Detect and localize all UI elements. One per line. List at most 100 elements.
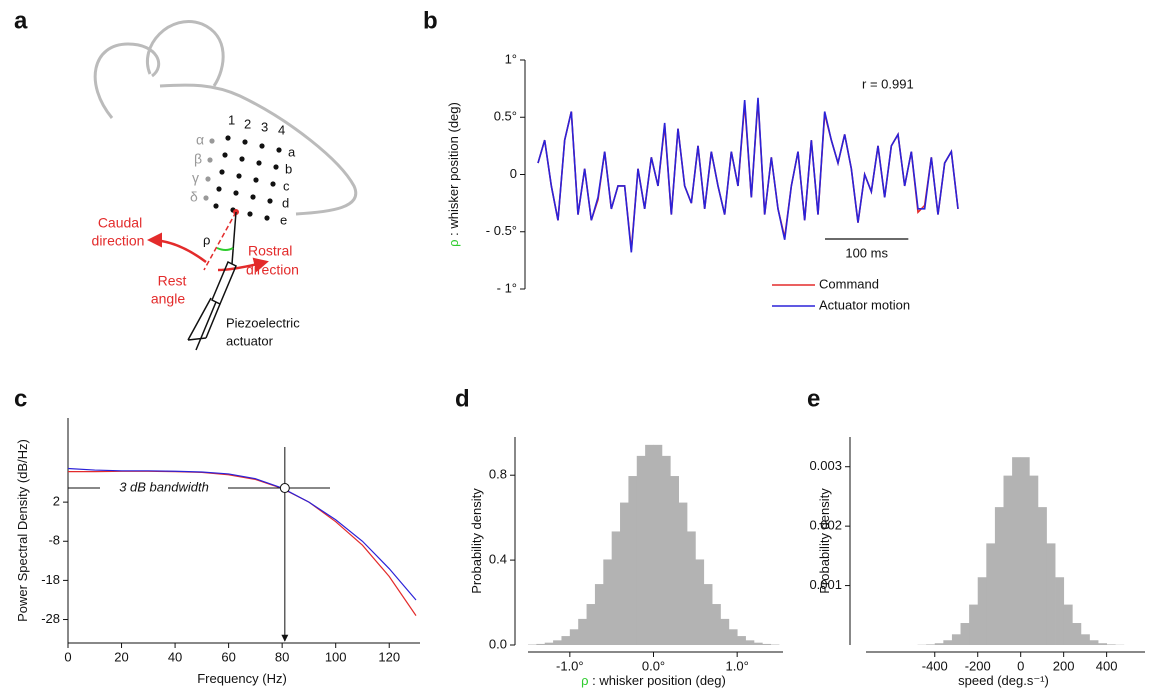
legend-label: Command xyxy=(819,276,879,291)
diagram: a 1 2 3 4 a b c d xyxy=(14,7,358,351)
x-tick-label: 40 xyxy=(168,649,182,664)
x-tick-label: 60 xyxy=(221,649,235,664)
y-tick-label: 0.001 xyxy=(809,577,842,592)
y-tick-label: 1° xyxy=(505,51,517,66)
histogram-bar xyxy=(1106,644,1116,645)
histogram-bar xyxy=(1089,640,1099,645)
histogram-bar xyxy=(1029,475,1039,645)
angle-arc xyxy=(216,247,234,251)
label-part: : whisker position (deg) xyxy=(589,673,726,688)
row-label: b xyxy=(285,161,292,176)
x-tick-label: 0.0° xyxy=(642,658,665,673)
histogram-bar xyxy=(1080,634,1090,645)
scale-bar-label: 100 ms xyxy=(845,245,888,260)
y-tick-label: 0.8 xyxy=(489,467,507,482)
histogram-bar xyxy=(536,643,546,645)
histogram-bar xyxy=(994,507,1004,645)
histogram-bar xyxy=(728,629,738,645)
x-axis-label: speed (deg.s⁻¹) xyxy=(958,673,1049,688)
label-part: ρ xyxy=(446,239,461,246)
histogram-bar xyxy=(695,559,705,645)
histogram-bar xyxy=(977,577,987,645)
histogram-bar xyxy=(960,623,970,645)
histogram-bar xyxy=(653,444,663,645)
histogram-bar xyxy=(934,643,944,645)
y-axis-label: Probability density xyxy=(469,488,484,594)
histogram-bar xyxy=(578,618,587,645)
actuator-label: Piezoelectric xyxy=(226,315,300,330)
histogram-bar xyxy=(720,618,730,645)
y-tick-label: -28 xyxy=(41,611,60,626)
histogram-bar xyxy=(594,584,604,645)
bandwidth-point xyxy=(279,483,290,494)
x-tick-label: 0 xyxy=(1017,658,1024,673)
histogram-bar xyxy=(943,640,953,645)
label-part: ρ xyxy=(581,673,588,688)
y-tick-label: 0.003 xyxy=(809,458,842,473)
caudal-arrow xyxy=(147,232,207,264)
rest-angle-line xyxy=(203,211,237,271)
histogram-bar xyxy=(1063,604,1073,645)
histogram-bar xyxy=(762,643,772,645)
panel-label: d xyxy=(455,385,470,412)
caudal-label: direction xyxy=(92,233,145,249)
x-tick-label: -400 xyxy=(922,658,948,673)
rho-label: ρ xyxy=(203,232,210,247)
row-label: e xyxy=(280,212,287,227)
histogram-bar xyxy=(1072,623,1082,645)
y-axis-label: Probability density xyxy=(817,488,832,594)
histogram-bar xyxy=(636,455,646,645)
y-axis-label: Power Spectral Density (dB/Hz) xyxy=(15,439,30,622)
rest-label: Rest xyxy=(158,273,187,289)
y-tick-label: - 0.5° xyxy=(486,223,517,238)
histogram-bar xyxy=(1020,457,1030,645)
rostral-arrow xyxy=(217,257,269,273)
y-tick-label: 0.5° xyxy=(494,109,517,124)
row-label: c xyxy=(283,178,290,193)
y-tick-label: -18 xyxy=(41,572,60,587)
label-part: Probability density xyxy=(469,488,484,594)
rest-label: angle xyxy=(151,291,185,307)
label-part: Probability density xyxy=(817,488,832,594)
histogram-bar xyxy=(703,584,713,645)
histogram-bar xyxy=(561,636,571,645)
histogram-bar xyxy=(737,636,746,645)
histogram-bar xyxy=(712,604,721,645)
x-axis-label: ρ : whisker position (deg) xyxy=(581,673,726,688)
histogram-bar xyxy=(926,644,936,645)
y-axis-label: ρ : whisker position (deg) xyxy=(446,102,461,247)
y-tick-label: 0.4 xyxy=(489,552,507,567)
whisker-dots xyxy=(213,135,282,221)
x-tick-label: 100 xyxy=(325,649,347,664)
caudal-label: Caudal xyxy=(98,215,142,231)
histogram-bar xyxy=(678,502,688,645)
y-tick-label: 0.0 xyxy=(489,636,507,651)
actuator-label: actuator xyxy=(226,333,274,348)
label-part: : whisker position (deg) xyxy=(446,102,461,239)
histogram-bar xyxy=(753,642,763,645)
histogram-bar xyxy=(1012,457,1022,645)
histogram-bar xyxy=(603,559,613,645)
x-tick-label: 20 xyxy=(114,649,128,664)
column-label: 1 xyxy=(228,112,235,127)
series-line xyxy=(67,467,417,601)
x-tick-label: 200 xyxy=(1053,658,1075,673)
greek-label: β xyxy=(194,151,202,167)
annotation: 3 dB bandwidth xyxy=(119,479,209,494)
y-tick-label: 0 xyxy=(510,166,517,181)
label-part: Power Spectral Density (dB/Hz) xyxy=(15,439,30,622)
histogram-bar xyxy=(645,444,654,645)
rostral-label: direction xyxy=(246,262,299,278)
x-tick-label: 400 xyxy=(1096,658,1118,673)
whisker xyxy=(231,211,237,265)
y-tick-label: 2 xyxy=(53,494,60,509)
greek-dots xyxy=(203,138,215,201)
y-tick-label: - 1° xyxy=(497,280,517,295)
histogram-bar xyxy=(569,629,579,645)
y-tick-label: -8 xyxy=(48,533,60,548)
panel-label: e xyxy=(807,385,820,412)
label-part: Frequency (Hz) xyxy=(197,671,287,686)
x-axis-label: Frequency (Hz) xyxy=(197,671,287,686)
rostral-label: Rostral xyxy=(248,243,292,259)
